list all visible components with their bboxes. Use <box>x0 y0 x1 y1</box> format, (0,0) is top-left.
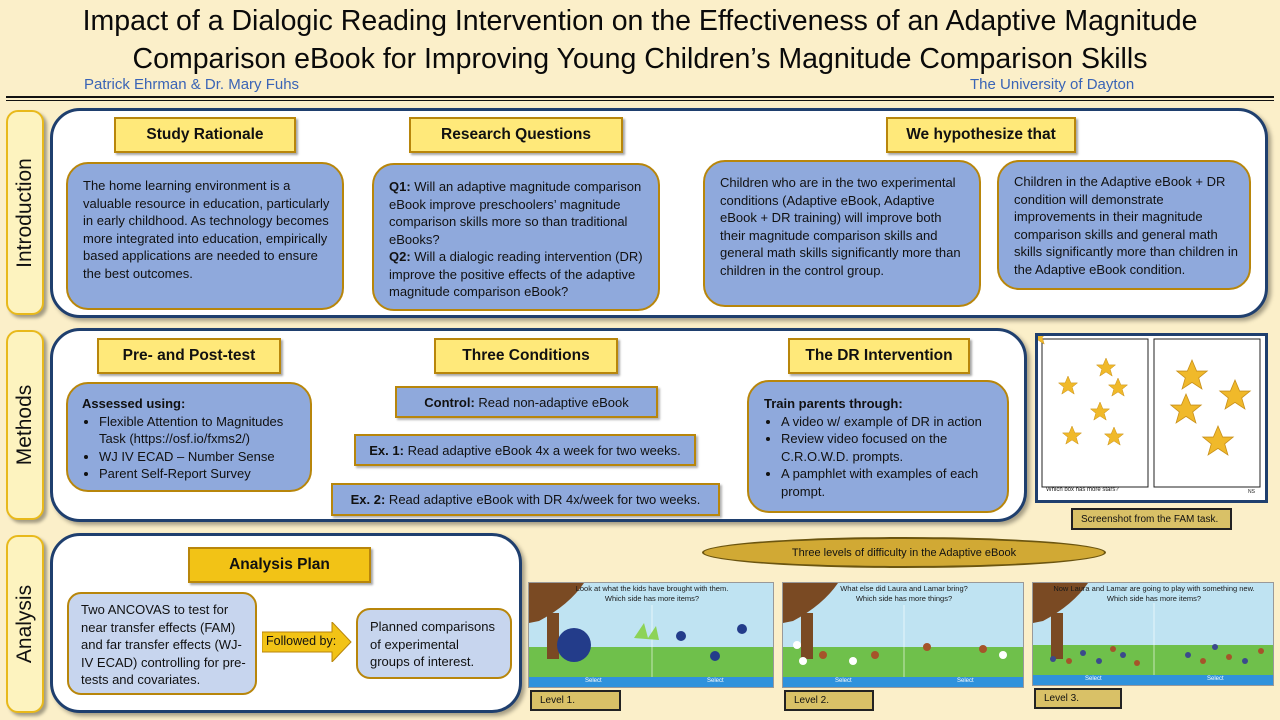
control-label: Control: <box>424 394 475 410</box>
research-questions-text: Q1: Will an adaptive magnitude compariso… <box>372 163 660 311</box>
section-label: Analysis <box>13 584 36 664</box>
planned-comparisons-box: Planned comparisons of experimental grou… <box>356 608 512 679</box>
research-questions-header: Research Questions <box>409 117 623 153</box>
prompt-line-2: Which side has more items? <box>604 594 700 603</box>
control-text: Read non-adaptive eBook <box>474 394 629 410</box>
pre-post-test-header: Pre- and Post-test <box>97 338 281 374</box>
experimental-2-condition: Ex. 2: Read adaptive eBook with DR 4x/we… <box>331 483 720 516</box>
assessed-label: Assessed using: <box>82 396 186 411</box>
levels-banner: Three levels of difficulty in the Adapti… <box>702 537 1106 568</box>
ex1-label: Ex. 1: <box>369 442 404 458</box>
study-rationale-header: Study Rationale <box>114 117 296 153</box>
level-2-screenshot: What else did Laura and Lamar bring? Whic… <box>782 582 1024 688</box>
ex2-text: Read adaptive eBook with DR 4x/week for … <box>385 492 701 507</box>
level-1-screenshot: Look at what the kids have brought with … <box>528 582 774 688</box>
list-item: Parent Self-Report Survey <box>99 465 300 483</box>
assessed-list: Flexible Attention to Magnitudes Task (h… <box>82 413 300 483</box>
three-conditions-header: Three Conditions <box>434 338 618 374</box>
fam-task-screenshot: Which box has more stars? NS <box>1027 325 1268 503</box>
question-2: Q2: Will a dialogic reading intervention… <box>389 248 648 301</box>
fam-task-image <box>1027 325 1261 488</box>
section-tab-methods: Methods <box>6 330 44 520</box>
section-tab-introduction: Introduction <box>6 110 44 315</box>
experimental-1-condition: Ex. 1: Read adaptive eBook 4x a week for… <box>354 434 696 466</box>
level-prompt: What else did Laura and Lamar bring? Whic… <box>783 584 1023 604</box>
select-button-right: Select <box>707 678 724 684</box>
select-button-left: Select <box>835 678 852 684</box>
list-item: Review video focused on the C.R.O.W.D. p… <box>781 430 997 465</box>
hypothesis-header: We hypothesize that <box>886 117 1076 153</box>
train-list: A video w/ example of DR in action Revie… <box>764 413 997 501</box>
title-line-1: Impact of a Dialogic Reading Interventio… <box>82 5 1198 37</box>
select-button-right: Select <box>1207 676 1224 682</box>
rationale-text: The home learning environment is a valua… <box>66 162 344 310</box>
level-prompt: Look at what the kids have brought with … <box>529 584 773 604</box>
select-button-left: Select <box>1085 676 1102 682</box>
arrow-right-icon <box>262 622 352 662</box>
level-3-screenshot: Now Laura and Lamar are going to play wi… <box>1032 582 1274 686</box>
ex2-label: Ex. 2: <box>350 492 386 507</box>
level-3-caption: Level 3. <box>1034 688 1122 709</box>
dr-intervention-header: The DR Intervention <box>788 338 970 374</box>
section-label: Methods <box>13 384 36 466</box>
hypothesis-1: Children who are in the two experimental… <box>703 160 981 307</box>
level-prompt: Now Laura and Lamar are going to play wi… <box>1033 584 1273 604</box>
hypothesis-2: Children in the Adaptive eBook + DR cond… <box>997 160 1251 290</box>
divider <box>6 100 1274 101</box>
prompt-line-2: Which side has more things? <box>855 594 953 603</box>
divider <box>6 96 1274 98</box>
assessment-box: Assessed using: Flexible Attention to Ma… <box>66 382 312 492</box>
question-1: Q1: Will an adaptive magnitude compariso… <box>389 178 648 248</box>
q1-text: Will an adaptive magnitude comparison eB… <box>389 179 642 247</box>
fam-initials: NS <box>1248 489 1255 495</box>
ancova-box: Two ANCOVAS to test for near transfer ef… <box>67 592 257 695</box>
prompt-line-2: Which side has more items? <box>1106 594 1202 603</box>
title-line-2: Comparison eBook for Improving Young Chi… <box>132 43 1148 75</box>
prompt-line-1: Look at what the kids have brought with … <box>575 584 729 593</box>
list-item: Flexible Attention to Magnitudes Task (h… <box>99 413 300 448</box>
section-tab-analysis: Analysis <box>6 535 44 713</box>
train-label: Train parents through: <box>764 396 903 411</box>
q2-label: Q2: <box>389 249 411 264</box>
fam-question: Which box has more stars? <box>1046 487 1119 493</box>
select-button-right: Select <box>957 678 974 684</box>
level-1-caption: Level 1. <box>530 690 621 711</box>
q1-label: Q1: <box>389 179 411 194</box>
list-item: A video w/ example of DR in action <box>781 413 997 431</box>
fam-caption: Screenshot from the FAM task. <box>1071 508 1232 530</box>
q2-text: Will a dialogic reading intervention (DR… <box>389 249 643 299</box>
list-item: WJ IV ECAD – Number Sense <box>99 448 300 466</box>
section-label: Introduction <box>13 157 36 268</box>
select-button-left: Select <box>585 678 602 684</box>
ex1-text: Read adaptive eBook 4x a week for two we… <box>403 442 681 458</box>
poster-title: Impact of a Dialogic Reading Interventio… <box>0 2 1280 78</box>
followed-by-label: Followed by: <box>266 634 337 648</box>
control-condition: Control: Read non-adaptive eBook <box>395 386 658 418</box>
dr-training-box: Train parents through: A video w/ exampl… <box>747 380 1009 513</box>
authors: Patrick Ehrman & Dr. Mary Fuhs <box>84 76 300 93</box>
university: The University of Dayton <box>970 76 1135 93</box>
game-scene-image <box>529 583 773 687</box>
analysis-plan-header: Analysis Plan <box>188 547 371 583</box>
prompt-line-1: Now Laura and Lamar are going to play wi… <box>1053 584 1255 593</box>
prompt-line-1: What else did Laura and Lamar bring? <box>840 584 968 593</box>
list-item: A pamphlet with examples of each prompt. <box>781 465 997 500</box>
game-scene-image <box>783 583 1023 687</box>
level-2-caption: Level 2. <box>784 690 874 711</box>
game-scene-image <box>1033 583 1273 685</box>
